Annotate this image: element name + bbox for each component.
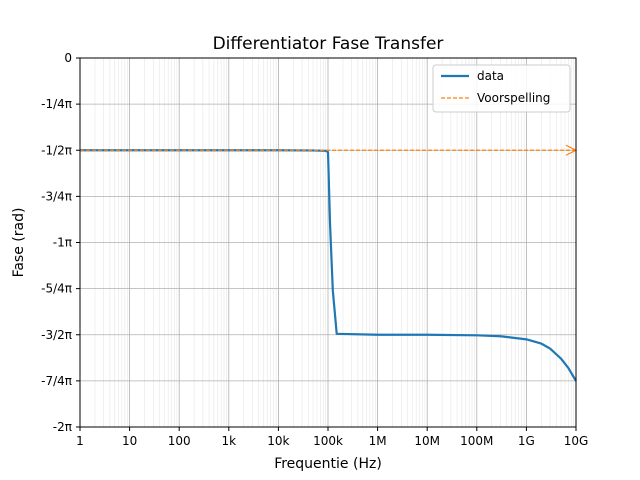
y-tick-label: -1π bbox=[53, 236, 72, 250]
x-tick-label: 100k bbox=[313, 434, 343, 448]
y-tick-label: 0 bbox=[64, 51, 72, 65]
y-tick-label: -3/4π bbox=[41, 189, 72, 203]
x-tick-label: 1G bbox=[518, 434, 535, 448]
x-tick-label: 1 bbox=[76, 434, 84, 448]
x-axis-label: Frequentie (Hz) bbox=[274, 456, 382, 472]
x-tick-label: 1M bbox=[369, 434, 387, 448]
y-tick-label: -2π bbox=[53, 420, 72, 434]
x-tick-label: 1k bbox=[222, 434, 237, 448]
x-tick-label: 10M bbox=[414, 434, 440, 448]
x-tick-label: 10 bbox=[122, 434, 137, 448]
y-tick-label: -1/4π bbox=[41, 97, 72, 111]
legend-label-1: Voorspelling bbox=[477, 91, 550, 105]
y-tick-label: -7/4π bbox=[41, 374, 72, 388]
y-tick-label: -5/4π bbox=[41, 282, 72, 296]
x-tick-label: 10G bbox=[564, 434, 589, 448]
x-tick-label: 100M bbox=[460, 434, 493, 448]
y-axis-ticks: 0 -1/4π -1/2π -3/4π -1π -5/4π -3/2π -7/4π -2π bbox=[41, 51, 80, 434]
y-tick-label: -1/2π bbox=[41, 143, 72, 157]
y-axis-label: Fase (rad) bbox=[11, 208, 27, 278]
x-tick-label: 100 bbox=[168, 434, 191, 448]
x-axis-ticks: 1 10 100 1k 10k 100k 1M 10M 100M 1G 10G bbox=[76, 427, 588, 448]
legend-label-0: data bbox=[477, 69, 504, 83]
chart-title: Differentiator Fase Transfer bbox=[213, 34, 444, 54]
y-tick-label: -3/2π bbox=[41, 328, 72, 342]
legend: data Voorspelling bbox=[432, 64, 571, 113]
x-tick-label: 10k bbox=[267, 434, 289, 448]
